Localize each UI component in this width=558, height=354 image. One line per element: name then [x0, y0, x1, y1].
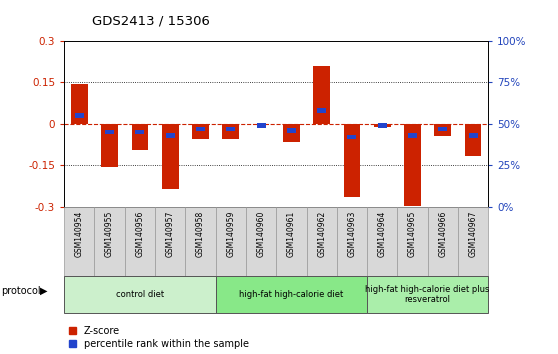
Bar	[283, 124, 300, 142]
Text: GSM140957: GSM140957	[166, 211, 175, 257]
Text: GSM140967: GSM140967	[469, 211, 478, 257]
Text: GDS2413 / 15306: GDS2413 / 15306	[92, 14, 210, 27]
Bar	[192, 124, 209, 139]
Text: high-fat high-calorie diet: high-fat high-calorie diet	[239, 290, 344, 299]
Bar	[253, 124, 270, 125]
Text: GSM140965: GSM140965	[408, 211, 417, 257]
Bar	[215, 276, 367, 313]
Text: control diet: control diet	[116, 290, 164, 299]
Text: GSM140958: GSM140958	[196, 211, 205, 257]
Bar	[367, 207, 397, 276]
Bar	[404, 124, 421, 206]
Bar	[313, 65, 330, 124]
Bar	[166, 133, 175, 138]
Text: high-fat high-calorie diet plus
resveratrol: high-fat high-calorie diet plus resverat…	[365, 285, 490, 304]
Bar	[367, 276, 488, 313]
Bar	[105, 130, 114, 135]
Bar	[155, 207, 185, 276]
Bar	[378, 123, 387, 128]
Text: GSM140963: GSM140963	[348, 211, 357, 257]
Bar	[71, 84, 88, 124]
Bar	[223, 124, 239, 139]
Bar	[465, 124, 482, 156]
Bar	[125, 207, 155, 276]
Bar	[162, 124, 179, 189]
Bar	[337, 207, 367, 276]
Text: GSM140954: GSM140954	[75, 211, 84, 257]
Text: GSM140955: GSM140955	[105, 211, 114, 257]
Bar	[408, 133, 417, 138]
Text: GSM140961: GSM140961	[287, 211, 296, 257]
Bar	[215, 207, 246, 276]
Bar	[458, 207, 488, 276]
Bar	[101, 124, 118, 167]
Bar	[196, 127, 205, 131]
Bar	[427, 207, 458, 276]
Bar	[287, 129, 296, 133]
Bar	[132, 124, 148, 150]
Bar	[94, 207, 125, 276]
Text: GSM140966: GSM140966	[439, 211, 448, 257]
Bar	[348, 135, 357, 139]
Bar	[374, 124, 391, 127]
Bar	[344, 124, 360, 198]
Bar	[136, 130, 145, 135]
Bar	[469, 133, 478, 138]
Bar	[257, 123, 266, 128]
Bar	[438, 127, 448, 131]
Text: protocol: protocol	[1, 286, 41, 296]
Bar	[246, 207, 276, 276]
Text: ▶: ▶	[40, 286, 47, 296]
Bar	[64, 276, 215, 313]
Bar	[435, 124, 451, 136]
Bar	[185, 207, 215, 276]
Text: GSM140962: GSM140962	[317, 211, 326, 257]
Bar	[64, 207, 94, 276]
Legend: Z-score, percentile rank within the sample: Z-score, percentile rank within the samp…	[69, 326, 249, 349]
Bar	[226, 127, 235, 131]
Bar	[276, 207, 306, 276]
Text: GSM140956: GSM140956	[136, 211, 145, 257]
Bar	[317, 108, 326, 113]
Text: GSM140964: GSM140964	[378, 211, 387, 257]
Bar	[75, 113, 84, 118]
Text: GSM140959: GSM140959	[227, 211, 235, 257]
Bar	[306, 207, 337, 276]
Bar	[397, 207, 427, 276]
Text: GSM140960: GSM140960	[257, 211, 266, 257]
